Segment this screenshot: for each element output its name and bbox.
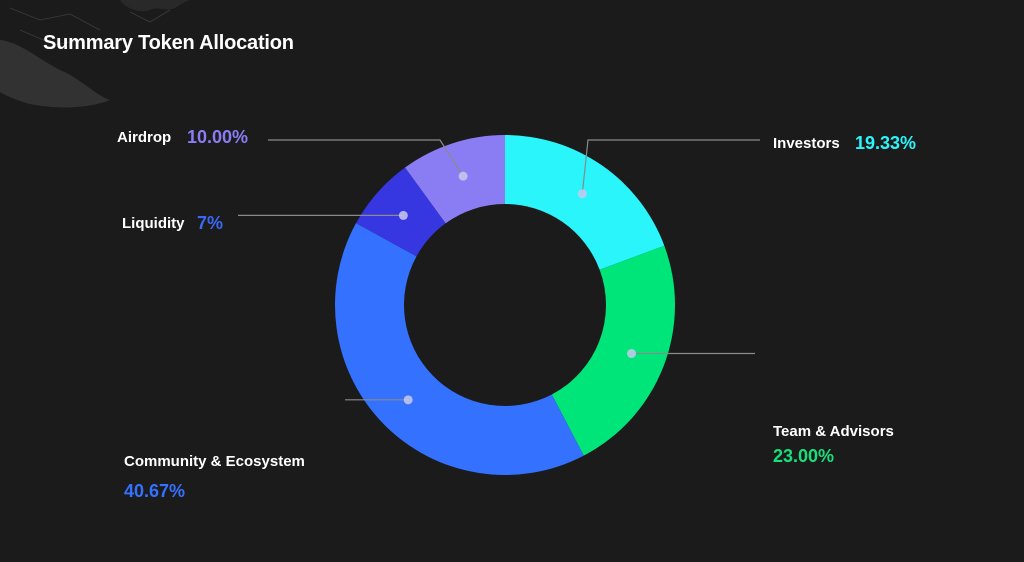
slice-value-investors: 19.33%	[855, 133, 917, 153]
slice-community-ecosystem	[335, 223, 584, 476]
slice-airdrop	[405, 135, 505, 224]
slice-value-team-advisors: 23.00%	[773, 446, 835, 466]
marker-dot-investors	[577, 189, 587, 199]
slice-label-liquidity: Liquidity	[122, 215, 185, 232]
slice-label-investors: Investors	[773, 135, 840, 152]
marker-dot-community-ecosystem	[403, 395, 413, 405]
decorative-texture	[0, 0, 190, 108]
slice-value-airdrop: 10.00%	[187, 127, 249, 147]
slice-label-community-ecosystem: Community & Ecosystem	[124, 453, 305, 470]
marker-dot-airdrop	[458, 171, 468, 181]
slice-team-advisors	[551, 245, 675, 456]
marker-dot-liquidity	[398, 210, 408, 220]
leader-line-investors	[581, 139, 760, 194]
slice-value-liquidity: 7%	[197, 213, 224, 233]
slice-label-airdrop: Airdrop	[117, 129, 172, 146]
slice-label-team-advisors: Team & Advisors	[773, 423, 894, 440]
chart-title: Summary Token Allocation	[43, 32, 294, 54]
slice-value-community-ecosystem: 40.67%	[124, 481, 186, 501]
leader-line-airdrop	[268, 139, 464, 177]
marker-dot-team-advisors	[627, 349, 637, 359]
slice-investors	[505, 135, 665, 270]
